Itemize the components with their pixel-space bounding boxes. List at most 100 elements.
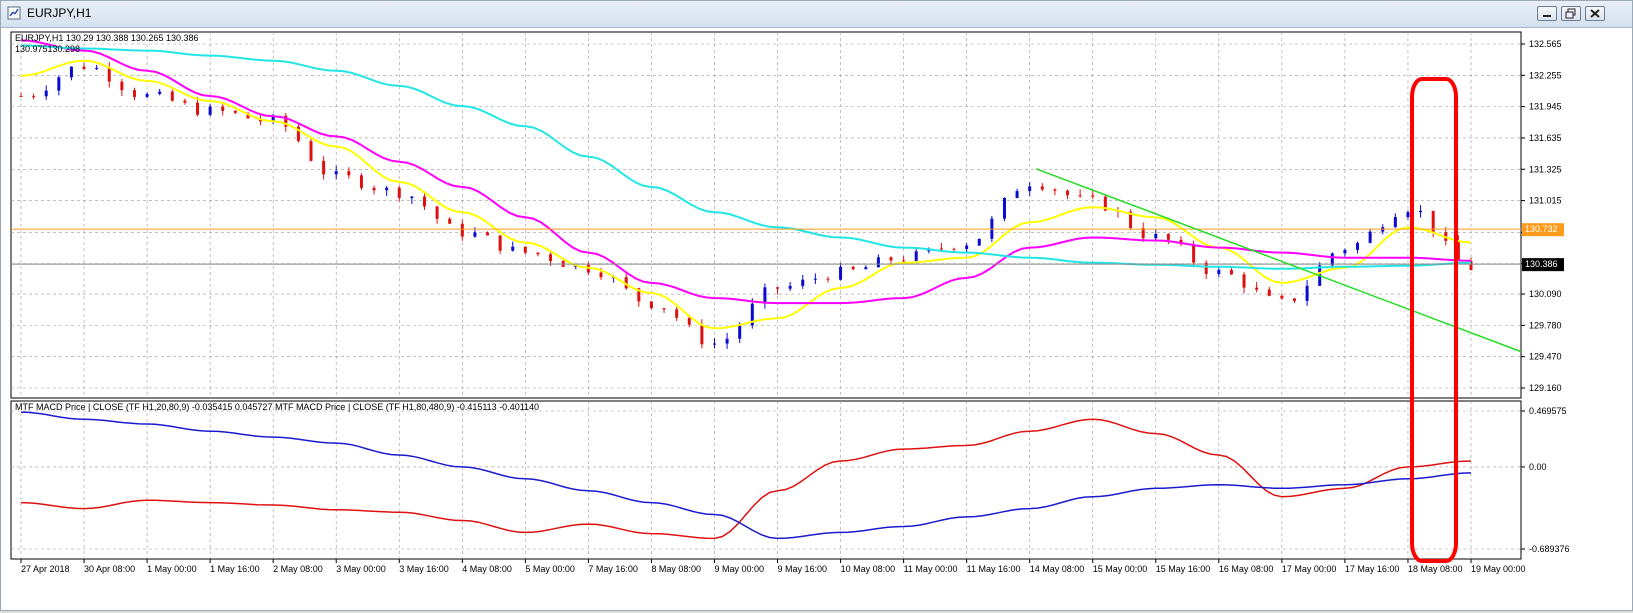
- candle-body: [1267, 289, 1271, 296]
- trend-line[interactable]: [1035, 168, 1522, 353]
- price-label: 131.945: [1529, 102, 1562, 112]
- time-label: 15 May 00:00: [1093, 564, 1148, 574]
- candle-body: [662, 308, 666, 310]
- candle-body: [826, 278, 830, 280]
- time-label: 8 May 08:00: [651, 564, 701, 574]
- macd-panel[interactable]: [10, 400, 1522, 560]
- price-label: 129.470: [1529, 352, 1562, 362]
- candle-body: [939, 248, 943, 250]
- candle-body: [839, 266, 843, 280]
- candle-body: [1393, 217, 1397, 228]
- time-label: 11 May 00:00: [904, 564, 958, 574]
- minimize-button[interactable]: [1537, 6, 1557, 21]
- time-label: 17 May 16:00: [1345, 564, 1400, 574]
- candle-body: [712, 343, 716, 345]
- time-label: 4 May 08:00: [462, 564, 512, 574]
- candle-body: [397, 187, 401, 198]
- candle-body: [763, 287, 767, 304]
- time-label: 7 May 16:00: [588, 564, 638, 574]
- price-label: 131.325: [1529, 164, 1562, 174]
- candle-body: [952, 248, 956, 250]
- candle-body: [158, 91, 162, 94]
- candle-body: [1141, 227, 1145, 239]
- candle-body: [271, 115, 275, 122]
- macd-slow-line: [20, 411, 1472, 540]
- candle-body: [359, 175, 363, 188]
- price-label: 132.565: [1529, 39, 1562, 49]
- time-label: 15 May 16:00: [1156, 564, 1211, 574]
- macd-header: MTF MACD Price | CLOSE (TF H1,20,80,9) -…: [15, 402, 539, 412]
- time-label: 1 May 00:00: [147, 564, 197, 574]
- maximize-button[interactable]: [1561, 6, 1581, 21]
- title-bar[interactable]: EURJPY,H1: [1, 1, 1632, 28]
- price-label: 132.255: [1529, 70, 1562, 80]
- candle-body: [334, 171, 338, 175]
- candle-body: [1330, 253, 1334, 266]
- candle-body: [1040, 186, 1044, 190]
- hline-label-bg: [1522, 223, 1564, 237]
- time-label: 5 May 00:00: [525, 564, 575, 574]
- candle-body: [914, 251, 918, 261]
- candle-body: [44, 90, 48, 97]
- restore-icon: [1565, 8, 1576, 19]
- price-label: 130.090: [1529, 289, 1562, 299]
- price-label: 131.015: [1529, 196, 1562, 206]
- candle-body: [1066, 190, 1070, 196]
- candle-body: [1166, 233, 1170, 240]
- candle-body: [965, 245, 969, 249]
- candle-body: [549, 254, 553, 262]
- price-axis[interactable]: 132.565 132.255 131.945 131.635 131.325 131.0…: [1521, 39, 1562, 393]
- current-price-label-bg: [1522, 258, 1564, 272]
- macd-label: 0.00: [1529, 462, 1547, 472]
- macd-axis[interactable]: 0.469575 0.00 -0.689376: [1521, 406, 1570, 554]
- macd-grid: [11, 401, 1521, 559]
- time-label: 11 May 16:00: [967, 564, 1021, 574]
- time-label: 18 May 08:00: [1408, 564, 1463, 574]
- candle-body: [1204, 262, 1208, 275]
- candle-body: [410, 196, 414, 198]
- price-label: 131.635: [1529, 133, 1562, 143]
- candle-body: [233, 110, 237, 113]
- candle-body: [221, 106, 225, 111]
- chart-window-icon: [7, 6, 21, 20]
- candle-body: [448, 218, 452, 224]
- candle-body: [1356, 242, 1360, 250]
- candle-body: [32, 96, 36, 98]
- candle-body: [196, 102, 200, 115]
- candle-body: [82, 66, 86, 69]
- candle-body: [511, 246, 515, 251]
- time-label: 17 May 00:00: [1282, 564, 1337, 574]
- time-label: 9 May 16:00: [778, 564, 828, 574]
- price-label: 129.780: [1529, 320, 1562, 330]
- candle-body: [322, 160, 326, 175]
- candle-body: [347, 171, 351, 176]
- macd-label: 0.469575: [1529, 406, 1567, 416]
- candle-body: [902, 260, 906, 262]
- time-label: 3 May 00:00: [336, 564, 386, 574]
- candle-body: [1154, 233, 1158, 239]
- candle-body: [1078, 195, 1082, 197]
- candle-body: [1255, 287, 1259, 290]
- candle-body: [473, 232, 477, 237]
- candle-body: [1015, 191, 1019, 198]
- candle-body: [1192, 244, 1196, 263]
- price-panel[interactable]: [10, 31, 1522, 399]
- highlight-box: [1410, 77, 1458, 563]
- chart-area[interactable]: EURJPY,H1 130.29 130.388 130.265 130.386…: [9, 29, 1626, 609]
- time-axis[interactable]: 27 Apr 2018 30 Apr 08:00 1 May 00:00 1 May …: [20, 559, 1526, 574]
- chart-canvas[interactable]: EURJPY,H1 130.29 130.388 130.265 130.386…: [9, 29, 1626, 609]
- candle-body: [1305, 285, 1309, 301]
- candle-body: [1129, 211, 1133, 228]
- candle-body: [57, 77, 61, 91]
- candle-body: [977, 238, 981, 246]
- close-button[interactable]: [1585, 6, 1605, 21]
- candle-body: [1280, 295, 1284, 299]
- time-label: 9 May 00:00: [714, 564, 764, 574]
- candle-body: [1431, 210, 1435, 233]
- candle-body: [145, 93, 149, 97]
- ma-fast-line: [20, 59, 1472, 330]
- candle-body: [813, 278, 817, 280]
- window-title: EURJPY,H1: [27, 6, 92, 20]
- candle-body: [1103, 196, 1107, 211]
